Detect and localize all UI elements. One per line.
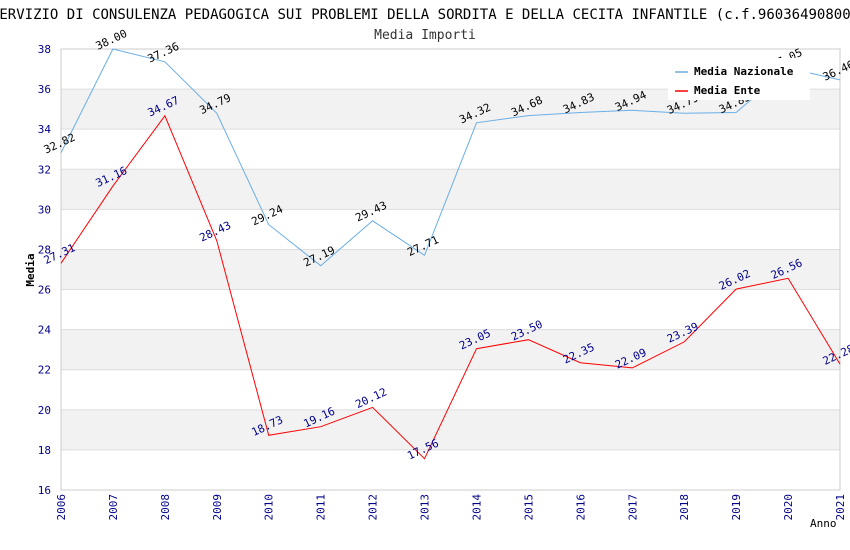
y-tick-label: 16: [38, 484, 51, 497]
x-tick-label: 2018: [678, 494, 691, 521]
data-label-media-ente: 20.12: [353, 385, 389, 411]
series-lines: [60, 48, 841, 460]
y-tick-label: 24: [38, 324, 52, 337]
legend-box: [668, 58, 810, 100]
x-tick-label: 2014: [470, 494, 483, 521]
y-tick-label: 32: [38, 163, 51, 176]
x-axis-label: Anno: [810, 517, 837, 530]
x-tick-label: 2020: [782, 494, 795, 521]
x-tick-label: 2011: [315, 494, 328, 521]
y-tick-label: 38: [38, 43, 51, 56]
y-tick-label: 22: [38, 364, 51, 377]
plot-bands: [61, 89, 840, 450]
legend-label-media-nazionale: Media Nazionale: [694, 65, 794, 78]
chart-title: SERVIZIO DI CONSULENZA PEDAGOGICA SUI PR…: [0, 7, 850, 23]
y-axis-label: Media: [24, 253, 37, 286]
x-tick-label: 2008: [159, 494, 172, 521]
plot-band: [61, 329, 840, 370]
y-tick-label: 18: [38, 444, 51, 457]
x-tick-label: 2019: [730, 494, 743, 521]
chart-subtitle: Media Importi: [374, 28, 476, 43]
plot-band: [61, 409, 840, 450]
x-tick-label: 2009: [211, 494, 224, 521]
x-tick-label: 2015: [522, 494, 535, 521]
y-tick-label: 36: [38, 83, 51, 96]
x-tick-label: 2007: [107, 494, 120, 521]
y-axis-ticks: 16 18 20 22 24 26 28 30 32 34 36 38: [38, 43, 52, 497]
x-tick-label: 2010: [263, 494, 276, 521]
data-label-media-ente: 28.43: [198, 219, 234, 245]
series-line-media-ente: [60, 114, 841, 460]
series-line-media-nazionale: [60, 48, 841, 267]
x-tick-label: 2013: [419, 494, 432, 521]
y-tick-label: 20: [38, 404, 51, 417]
legend: Media Nazionale Media Ente: [668, 58, 810, 100]
x-tick-label: 2016: [574, 494, 587, 521]
x-tick-label: 2012: [367, 494, 380, 521]
y-tick-label: 30: [38, 203, 51, 216]
x-axis-ticks: 2006 2007 2008 2009 2010 2011 2012 2013 2014 2015…: [55, 494, 847, 521]
y-tick-label: 26: [38, 284, 51, 297]
legend-label-media-ente: Media Ente: [694, 84, 761, 97]
gridlines: [61, 48, 840, 491]
plot-frame: [60, 48, 841, 491]
y-tick-label: 28: [38, 243, 51, 256]
x-tick-label: 2006: [55, 494, 68, 521]
data-label-media-nazionale: 36.46: [821, 58, 850, 84]
plot-band: [61, 249, 840, 290]
x-tick-label: 2017: [626, 494, 639, 521]
y-tick-label: 34: [38, 123, 52, 136]
x-tick-label: 2021: [834, 494, 847, 521]
